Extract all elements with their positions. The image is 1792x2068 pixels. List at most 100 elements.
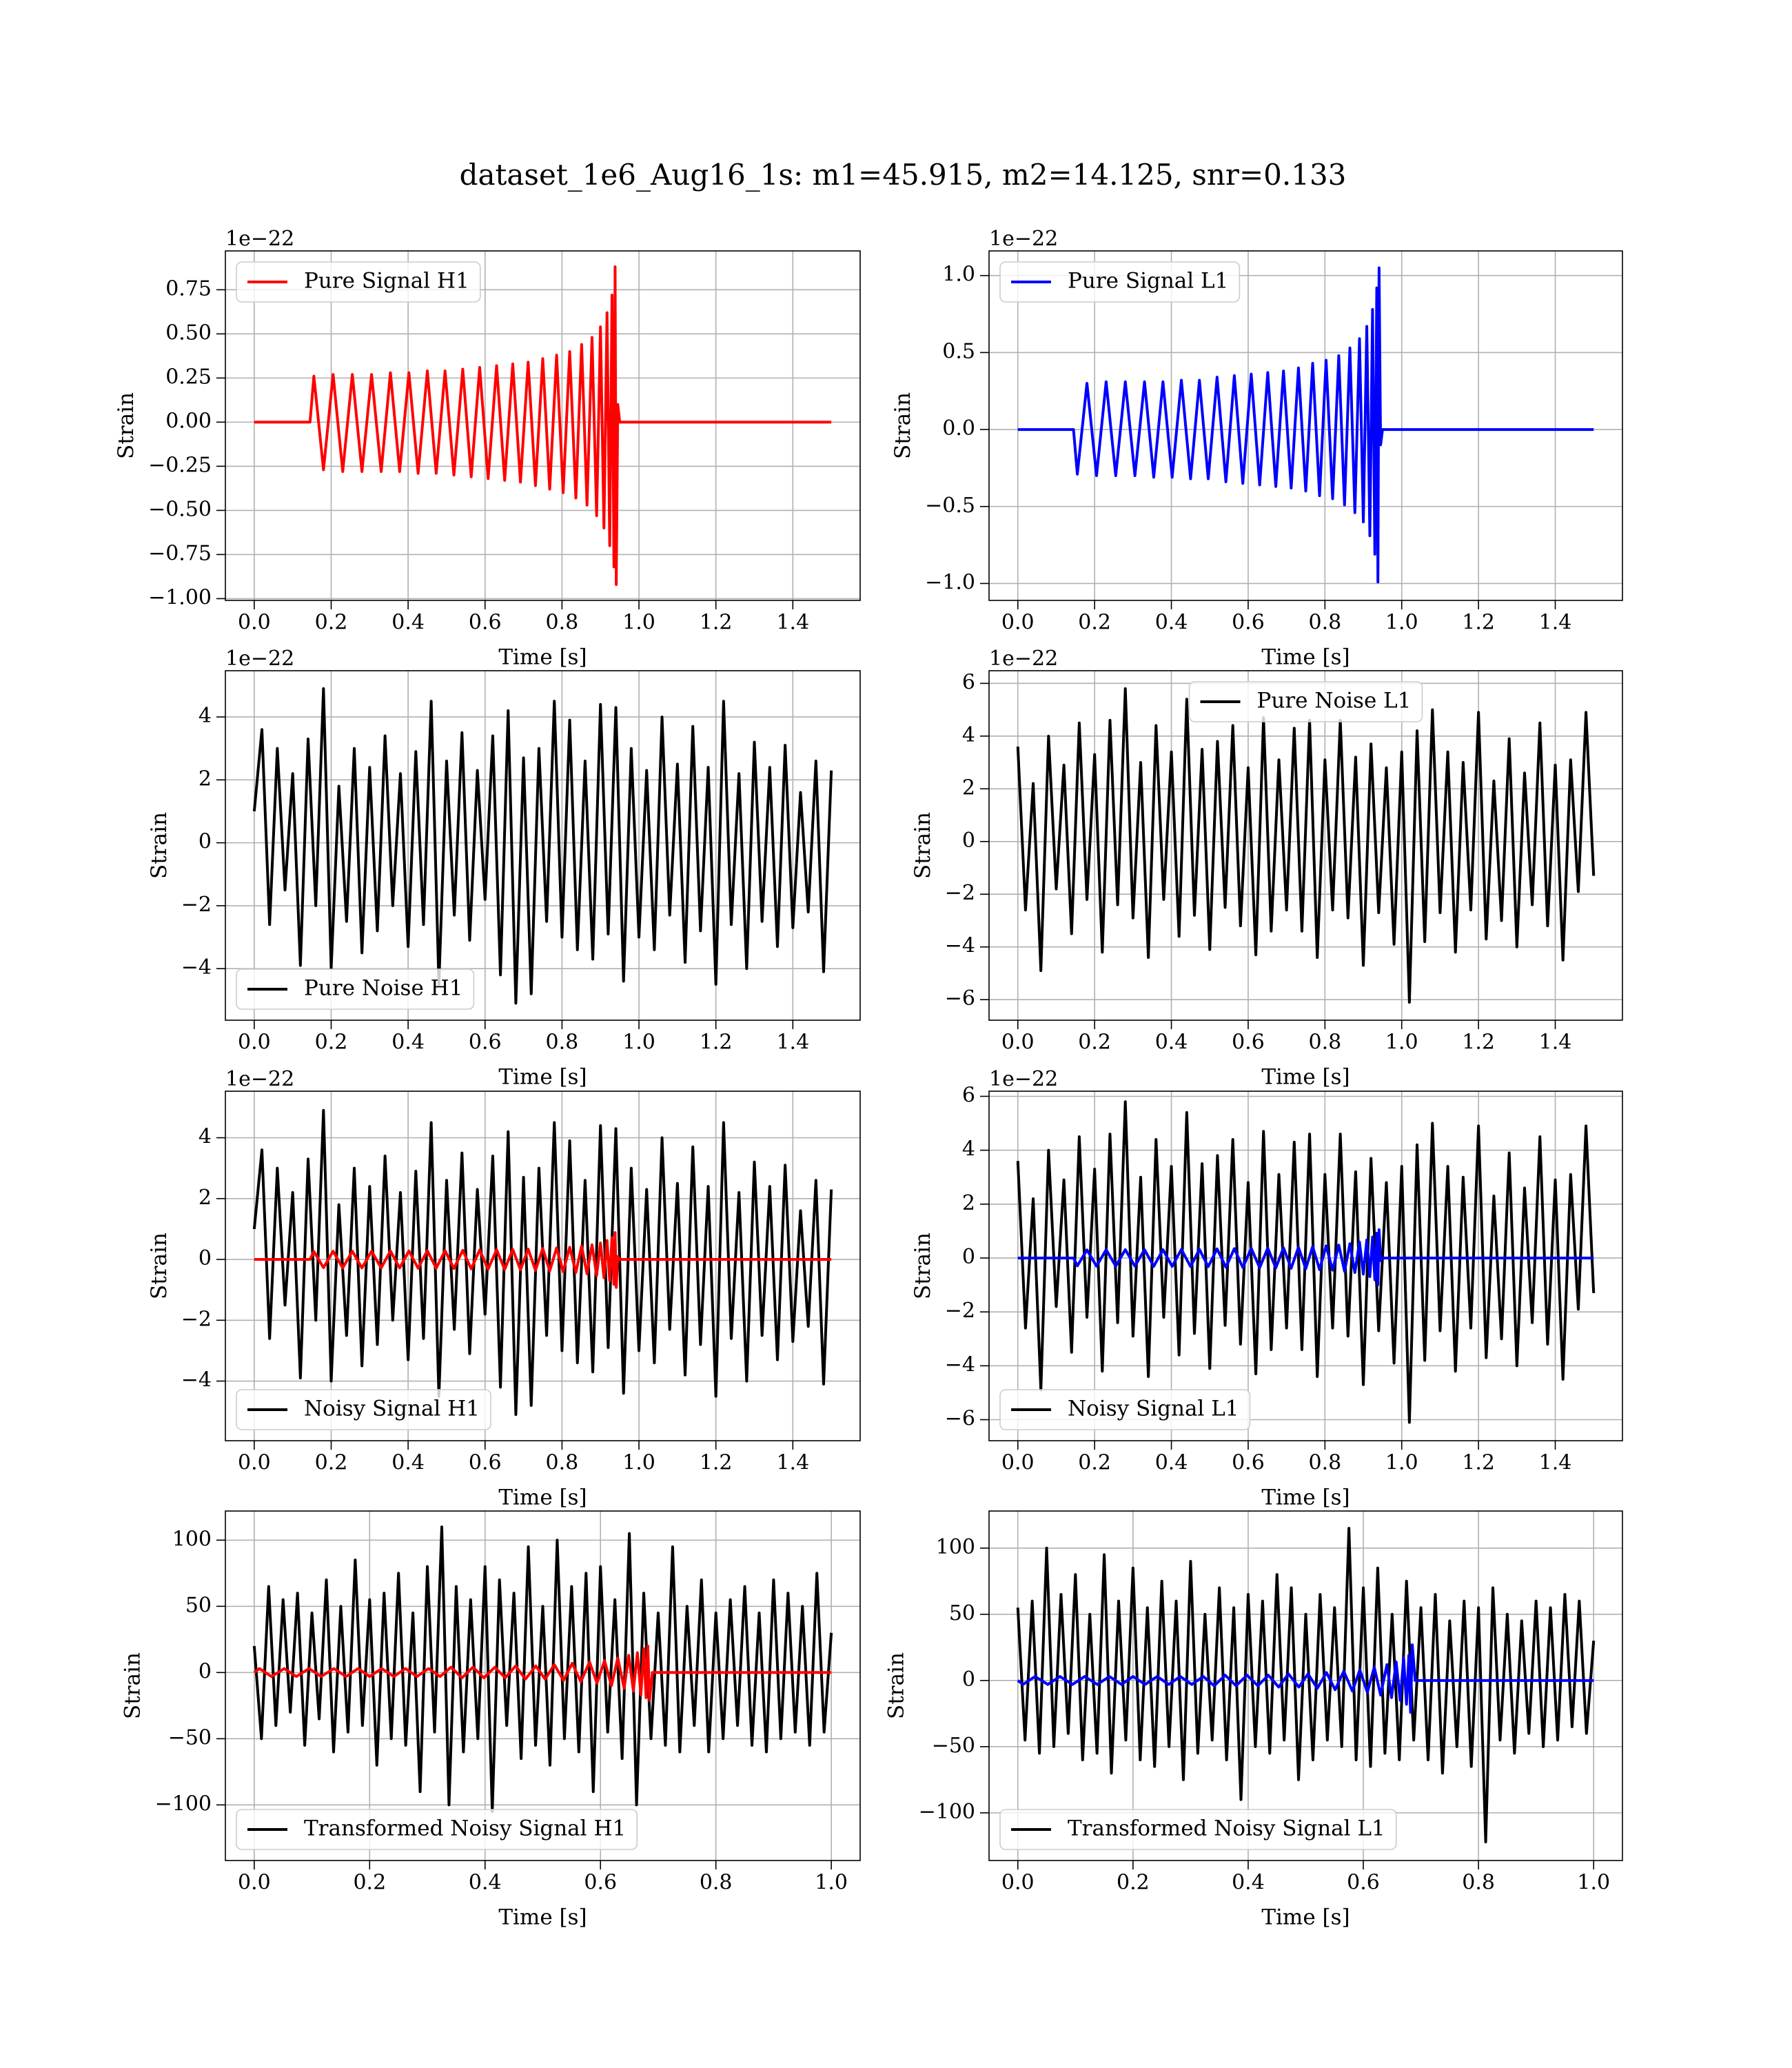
y-tick-label: 0.50 xyxy=(165,321,212,345)
y-offset-label: 1e−22 xyxy=(989,227,1058,251)
y-tick-label: −4 xyxy=(945,1352,975,1377)
y-axis-label: Strain xyxy=(910,1233,935,1299)
legend: Pure Signal H1 xyxy=(236,261,481,303)
x-tick-label: 0.8 xyxy=(546,1451,579,1475)
x-tick-label: 0.0 xyxy=(238,1871,271,1895)
x-tick-label: 0.2 xyxy=(1078,611,1111,635)
y-tick-label: 0 xyxy=(198,1246,212,1270)
x-tick-label: 1.0 xyxy=(1385,1451,1418,1475)
y-tick-label: −2 xyxy=(181,1307,212,1331)
y-tick-label: −2 xyxy=(945,1299,975,1323)
axes-frame xyxy=(225,670,861,1021)
y-axis-label: Strain xyxy=(121,1652,145,1719)
x-axis-label: Time [s] xyxy=(498,1064,587,1089)
axes-frame xyxy=(225,1091,861,1441)
y-tick-label: 0.25 xyxy=(165,365,212,389)
y-offset-label: 1e−22 xyxy=(225,647,294,671)
y-tick-label: 2 xyxy=(198,767,212,791)
legend: Transformed Noisy Signal L1 xyxy=(999,1809,1397,1850)
subplot: 0.0 0.2 0.4 0.6 0.8 1.0 1.2 1.4 −6 −4 −2 0 2 4 6 Time [… xyxy=(910,1067,1623,1510)
y-offset-label: 1e−22 xyxy=(225,227,294,251)
subplot: 0.0 0.2 0.4 0.6 0.8 1.0 −100 −50 0 50 100 Time [s] S… xyxy=(884,1510,1623,1929)
plot-area xyxy=(225,251,860,600)
x-tick-label: 0.6 xyxy=(1347,1871,1380,1895)
x-tick-label: 0.0 xyxy=(1001,1871,1035,1895)
subplot: 0.0 0.2 0.4 0.6 0.8 1.0 −100 −50 0 50 100 Time [s] S… xyxy=(121,1510,861,1929)
x-tick-label: 1.2 xyxy=(1462,1451,1495,1475)
legend-label: Pure Noise H1 xyxy=(304,976,462,1001)
x-tick-label: 0.2 xyxy=(315,1451,348,1475)
x-tick-label: 0.2 xyxy=(315,1031,348,1055)
series-line xyxy=(254,265,832,586)
legend-box xyxy=(236,1389,491,1430)
x-tick-label: 1.2 xyxy=(700,611,733,635)
y-tick-label: −4 xyxy=(181,1368,212,1392)
x-tick-label: 1.0 xyxy=(1577,1871,1610,1895)
series-line xyxy=(253,1644,832,1702)
y-axis-label: Strain xyxy=(147,812,172,879)
x-tick-label: 0.2 xyxy=(315,611,348,635)
subplot: 0.0 0.2 0.4 0.6 0.8 1.0 1.2 1.4 −4 −2 0 2 4 Time [s] S… xyxy=(147,647,861,1089)
y-tick-label: 1.0 xyxy=(942,263,975,287)
subplot: 0.0 0.2 0.4 0.6 0.8 1.0 1.2 1.4 −1.00 −0.75 −0.50 −… xyxy=(114,227,861,669)
y-tick-label: 6 xyxy=(962,1083,975,1107)
subplot: 0.0 0.2 0.4 0.6 0.8 1.0 1.2 1.4 −1.0 −0.5 0.0 0.5 1.… xyxy=(890,227,1623,669)
y-tick-label: −50 xyxy=(932,1734,975,1758)
x-tick-label: 1.2 xyxy=(1462,611,1495,635)
x-tick-label: 0.6 xyxy=(1232,1451,1265,1475)
series-line xyxy=(1017,1643,1594,1714)
x-tick-label: 1.4 xyxy=(776,1031,809,1055)
y-offset-label: 1e−22 xyxy=(989,1067,1058,1091)
y-tick-label: 50 xyxy=(949,1601,975,1625)
legend-label: Pure Signal L1 xyxy=(1068,269,1228,294)
y-tick-label: −100 xyxy=(155,1792,212,1816)
axes-frame xyxy=(225,250,861,601)
x-tick-label: 1.2 xyxy=(700,1451,733,1475)
legend: Pure Noise L1 xyxy=(1188,681,1423,722)
x-tick-label: 0.4 xyxy=(469,1871,502,1895)
y-axis-label: Strain xyxy=(890,392,915,459)
y-tick-label: −0.25 xyxy=(148,453,212,477)
x-tick-label: 0.6 xyxy=(584,1871,617,1895)
y-tick-label: 0 xyxy=(962,829,975,853)
y-offset-label: 1e−22 xyxy=(989,647,1058,671)
y-tick-label: 50 xyxy=(185,1593,212,1617)
x-tick-label: 1.0 xyxy=(815,1871,848,1895)
y-tick-label: 0.5 xyxy=(942,339,975,363)
series-line xyxy=(1017,266,1594,584)
x-tick-label: 0.6 xyxy=(469,611,502,635)
figure-title: dataset_1e6_Aug16_1s: m1=45.915, m2=14.1… xyxy=(460,158,1347,192)
y-tick-label: 4 xyxy=(198,704,212,728)
legend-box xyxy=(999,261,1241,303)
x-tick-label: 0.4 xyxy=(1232,1871,1265,1895)
x-tick-label: 0.0 xyxy=(238,611,271,635)
x-tick-label: 1.0 xyxy=(1385,611,1418,635)
y-tick-label: −0.5 xyxy=(925,494,975,518)
axes-frame xyxy=(988,670,1623,1021)
x-tick-label: 1.2 xyxy=(700,1031,733,1055)
x-axis-label: Time [s] xyxy=(498,1905,587,1929)
x-tick-label: 0.0 xyxy=(238,1451,271,1475)
series-line xyxy=(1017,1228,1594,1286)
legend-box xyxy=(236,1809,638,1850)
y-axis-label: Strain xyxy=(884,1652,909,1719)
plot-area xyxy=(989,1511,1622,1861)
y-tick-label: 0.75 xyxy=(165,276,212,301)
y-tick-label: 100 xyxy=(936,1535,975,1559)
y-tick-label: −4 xyxy=(945,934,975,958)
x-tick-label: 1.4 xyxy=(776,611,809,635)
x-axis-label: Time [s] xyxy=(1261,1905,1350,1929)
legend-box xyxy=(236,261,481,303)
x-tick-label: 1.2 xyxy=(1462,1031,1495,1055)
x-tick-label: 1.0 xyxy=(622,1031,655,1055)
x-tick-label: 0.6 xyxy=(1232,611,1265,635)
y-tick-label: 0 xyxy=(962,1245,975,1269)
x-axis-label: Time [s] xyxy=(1261,1064,1350,1089)
y-tick-label: −100 xyxy=(919,1800,975,1824)
series-line xyxy=(252,687,833,1005)
subplot: 0.0 0.2 0.4 0.6 0.8 1.0 1.2 1.4 −6 −4 −2 0 2 4 6 Time [… xyxy=(910,647,1623,1089)
y-tick-label: 6 xyxy=(962,670,975,694)
y-offset-label: 1e−22 xyxy=(225,1067,294,1091)
